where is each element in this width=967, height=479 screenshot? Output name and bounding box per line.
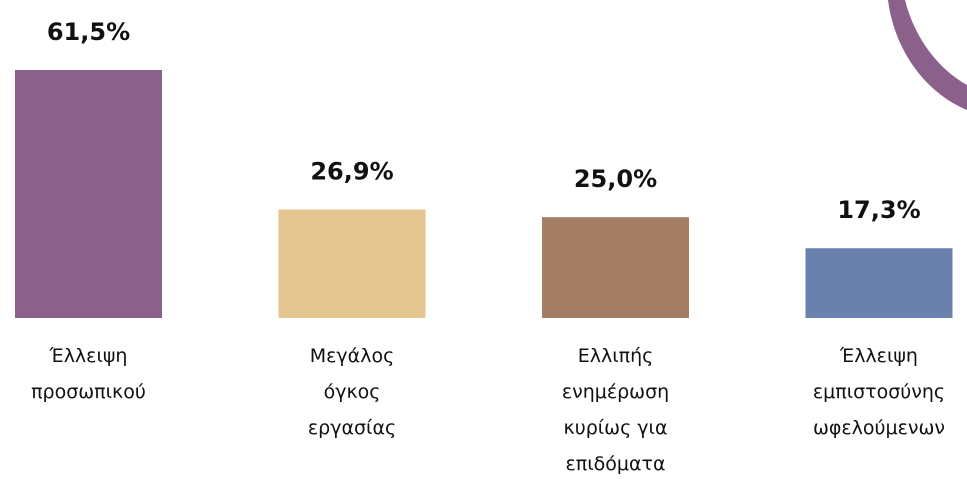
value-label: 26,9%: [310, 158, 393, 186]
bar: [542, 217, 689, 318]
bar: [15, 70, 162, 318]
category-label: Έλλειψη προσωπικού: [31, 345, 146, 403]
category-label: Έλλειψη εμπιστοσύνης ωφελούμενων: [812, 345, 946, 439]
bar: [805, 248, 953, 318]
category-label: Ελλιπής ενημέρωση κυρίως για επιδόματα: [561, 345, 670, 475]
value-label: 61,5%: [47, 18, 130, 46]
bar: [278, 209, 426, 318]
category-label: Μεγάλος όγκος εργασίας: [307, 345, 397, 439]
value-label: 17,3%: [837, 196, 920, 224]
decoration: [888, 0, 967, 110]
value-label: 25,0%: [574, 165, 657, 193]
